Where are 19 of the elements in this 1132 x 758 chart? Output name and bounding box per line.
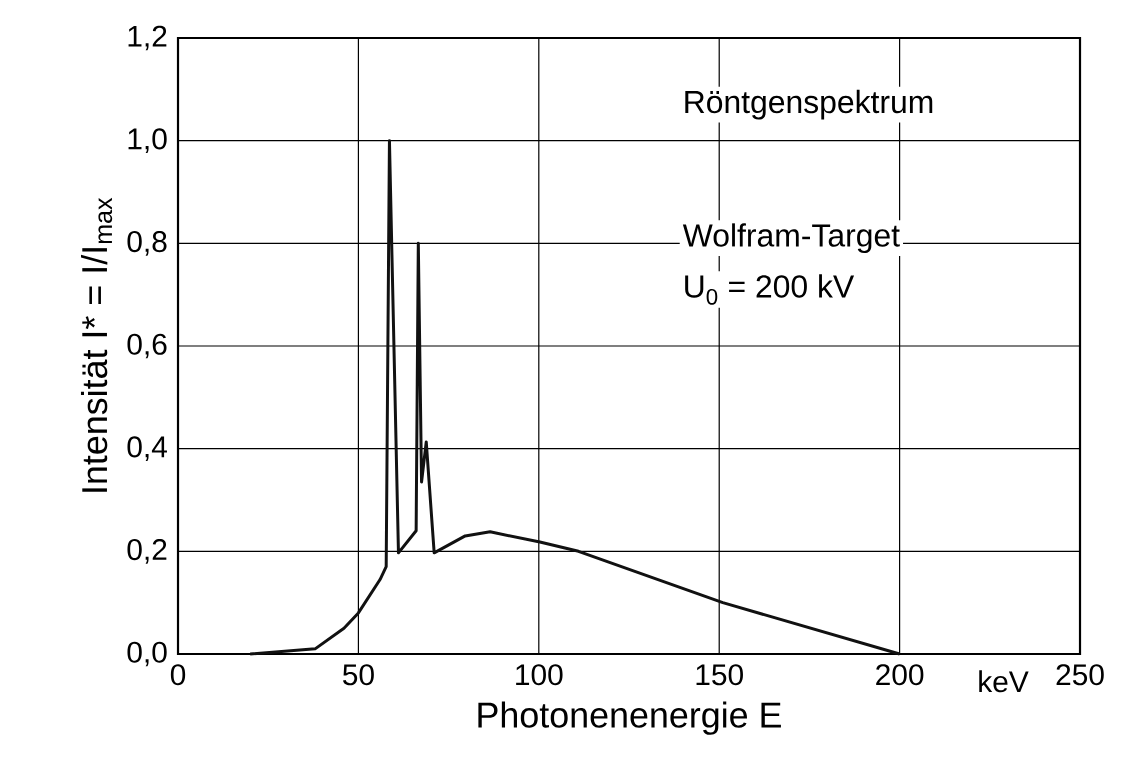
x-tick-label: 50: [342, 664, 374, 686]
y-tick-label: 1,2: [128, 25, 167, 51]
annotation: U$_{0}$ = 200 kV: [685, 274, 855, 305]
annotation: Röntgenspektrum: [685, 89, 933, 120]
x-tick-label: 150: [696, 664, 743, 686]
y-tick-label: 0,2: [127, 538, 167, 564]
x-axis-title: Photonenenergie E: [478, 701, 781, 735]
y-tick-label: 0,4: [127, 436, 167, 461]
x-tick-label: 100: [516, 664, 563, 686]
text: keV: [979, 670, 1029, 693]
x-tick-label: 200: [876, 664, 924, 686]
y-tick-label: 0,6: [127, 333, 167, 359]
annotation: Wolfram-Target: [682, 223, 900, 254]
y-axis-title: Intensität I* = I/I$_{max}$: [80, 197, 113, 492]
x-tick-label: 0: [170, 664, 186, 686]
y-tick-label: 1,0: [128, 128, 167, 153]
y-tick-label: 0,8: [127, 230, 167, 256]
x-tick-label: 250: [1056, 664, 1104, 686]
y-tick-label: 0,0: [127, 641, 167, 667]
